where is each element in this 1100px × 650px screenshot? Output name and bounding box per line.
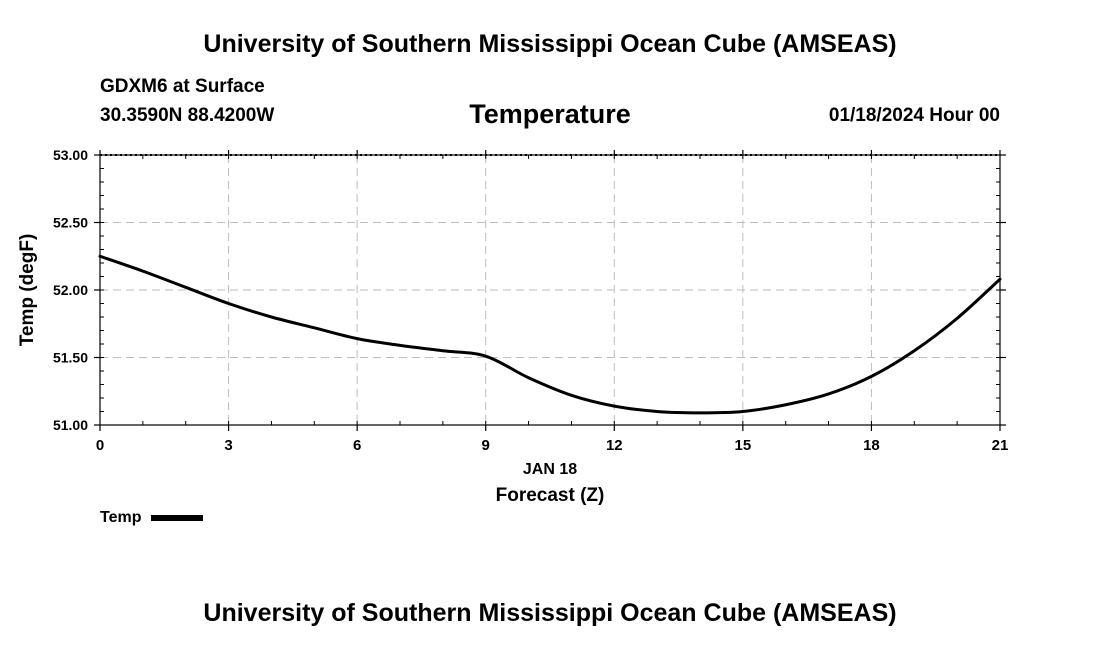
legend: Temp (100, 509, 204, 527)
y-tick-label: 52.00 (53, 282, 88, 298)
x-tick-label: 6 (353, 437, 361, 454)
legend-label-temp: Temp (100, 509, 142, 526)
x-tick-labels: 0 3 6 9 12 15 18 21 (96, 437, 1009, 454)
variable-title: Temperature (469, 99, 631, 129)
major-ticks (94, 150, 1006, 431)
chart-title-top: University of Southern Mississippi Ocean… (203, 30, 897, 58)
y-tick-label: 53.00 (53, 147, 88, 163)
x-tick-label: 12 (606, 437, 623, 454)
y-tick-label: 51.50 (53, 350, 88, 366)
temperature-line-chart: 0 3 6 9 12 15 18 21 51.00 51.50 52.00 52.50 53.00 J… (17, 147, 1009, 506)
chart-title-bottom: University of Southern Mississippi Ocean… (203, 599, 897, 627)
x-tick-label: 3 (224, 437, 232, 454)
x-tick-label: 9 (482, 437, 490, 454)
y-tick-label: 52.50 (53, 215, 88, 231)
y-tick-labels: 51.00 51.50 52.00 52.50 53.00 (53, 147, 88, 433)
x-tick-label: 18 (863, 437, 880, 454)
y-axis-title: Temp (degF) (17, 234, 38, 347)
x-tick-label: 15 (735, 437, 752, 454)
station-label: GDXM6 at Surface (100, 76, 265, 97)
minor-ticks (99, 154, 1001, 426)
x-tick-label: 21 (992, 437, 1009, 454)
x-axis-title: Forecast (Z) (496, 485, 605, 506)
x-tick-label: 0 (96, 437, 104, 454)
legend-swatch-temp (151, 515, 204, 521)
series-line-temp (98, 254, 1002, 415)
grid-lines (100, 154, 1000, 425)
x-axis-date-label: JAN 18 (523, 461, 577, 478)
coordinates-label: 30.3590N 88.4200W (100, 105, 275, 126)
y-tick-label: 51.00 (53, 417, 88, 433)
forecast-datetime: 01/18/2024 Hour 00 (828, 105, 1000, 126)
